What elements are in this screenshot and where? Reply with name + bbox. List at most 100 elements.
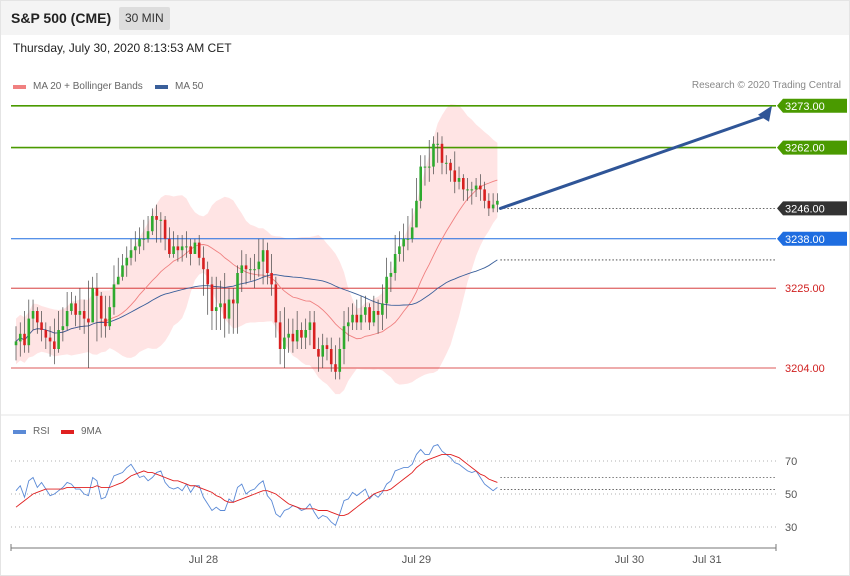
candle-body xyxy=(308,322,312,330)
candle-body xyxy=(176,246,180,251)
candle-body xyxy=(410,227,414,239)
candle-body xyxy=(121,265,124,277)
candle-body xyxy=(210,284,214,311)
candle-body xyxy=(125,257,129,266)
candle-body xyxy=(444,162,448,164)
candle-body xyxy=(278,322,282,349)
candle-body xyxy=(78,311,82,315)
ma50-swatch xyxy=(155,84,168,89)
target-arrow-head xyxy=(758,105,772,122)
candle-body xyxy=(257,261,261,270)
candle-body xyxy=(214,307,218,311)
candle-body xyxy=(65,311,69,327)
candle-body xyxy=(351,314,354,323)
candle-body xyxy=(40,322,43,330)
candle-body xyxy=(317,349,320,357)
legend-9ma-label: 9MA xyxy=(81,426,102,437)
candle-body xyxy=(406,238,410,240)
rsi-9ma-line xyxy=(15,453,498,516)
candle-body xyxy=(193,242,197,254)
candle-body xyxy=(244,265,248,270)
ma20-swatch xyxy=(13,84,26,89)
candle-body xyxy=(479,185,482,190)
candle-body xyxy=(423,166,427,168)
candle-body xyxy=(104,318,107,327)
target-arrow-shaft xyxy=(498,114,768,210)
candle-body xyxy=(261,250,265,262)
candle-body xyxy=(329,349,333,365)
candle-body xyxy=(253,269,256,271)
candle-body xyxy=(146,231,150,239)
candle-body xyxy=(23,333,26,346)
x-tick-label: Jul 31 xyxy=(692,554,721,566)
x-tick-label: Jul 30 xyxy=(615,554,644,566)
candle-body xyxy=(14,341,18,346)
candle-body xyxy=(389,273,393,277)
candle-body xyxy=(159,219,163,221)
candle-body xyxy=(57,330,60,349)
timeframe-button[interactable]: 30 MIN xyxy=(119,7,170,30)
rsi-tick-label: 50 xyxy=(785,489,797,501)
candle-body xyxy=(231,299,235,304)
candle-body xyxy=(470,189,474,191)
candle-body xyxy=(372,311,376,323)
candle-body xyxy=(291,333,295,342)
candle-body xyxy=(108,307,112,327)
candle-body xyxy=(180,246,184,251)
candle-body xyxy=(449,162,452,171)
x-tick-label: Jul 29 xyxy=(402,554,431,566)
candle-body xyxy=(415,200,418,228)
candle-body xyxy=(172,246,175,254)
candle-body xyxy=(227,299,231,319)
candle-body xyxy=(491,204,495,209)
legend-ma20-label: MA 20 + Bollinger Bands xyxy=(33,81,143,92)
candle-body xyxy=(312,322,316,349)
candle-body xyxy=(274,284,278,323)
candle-body xyxy=(70,303,73,311)
candle-body xyxy=(359,314,363,323)
candle-body xyxy=(27,318,31,346)
last-price-tag xyxy=(777,201,847,216)
candle-body xyxy=(87,318,90,323)
legend-ma50: MA 50 xyxy=(155,81,203,92)
candle-body xyxy=(334,364,337,372)
candle-body xyxy=(304,330,307,338)
candle-body xyxy=(129,250,133,258)
level-label: 3262.00 xyxy=(785,143,825,155)
candle-body xyxy=(99,295,103,319)
candle-body xyxy=(61,326,65,330)
candle-body xyxy=(133,246,137,251)
rsi-tick-label: 70 xyxy=(785,456,797,468)
annotations: 3246.00 xyxy=(498,105,847,261)
candle-body xyxy=(376,311,380,315)
x-tick-label: Jul 28 xyxy=(189,554,218,566)
candle-body xyxy=(385,276,388,304)
candle-body xyxy=(496,200,499,205)
candle-body xyxy=(155,216,158,220)
candle-body xyxy=(91,288,94,323)
candle-body xyxy=(355,314,359,323)
level-label: 3238.00 xyxy=(785,234,825,246)
candle-body xyxy=(112,284,116,308)
candle-body xyxy=(483,189,486,201)
candle-body xyxy=(95,288,99,296)
candle-body xyxy=(240,265,244,273)
candle-body xyxy=(197,242,201,258)
candle-body xyxy=(457,178,461,182)
x-axis: Jul 28 Jul 29 Jul 30 Jul 31 xyxy=(10,544,777,566)
candle-body xyxy=(432,143,435,167)
candle-body xyxy=(74,303,77,315)
level-label: 3225.00 xyxy=(785,283,825,295)
last-price-label: 3246.00 xyxy=(785,203,825,215)
candle-body xyxy=(453,170,457,182)
legend-9ma: 9MA xyxy=(61,426,102,437)
candle-body xyxy=(321,345,325,357)
candle-body xyxy=(185,246,188,248)
candle-body xyxy=(48,337,52,342)
candle-body xyxy=(364,307,367,315)
candle-body xyxy=(427,166,431,168)
candle-body xyxy=(440,143,444,163)
candle-body xyxy=(266,250,269,273)
rsi-line xyxy=(15,443,498,527)
